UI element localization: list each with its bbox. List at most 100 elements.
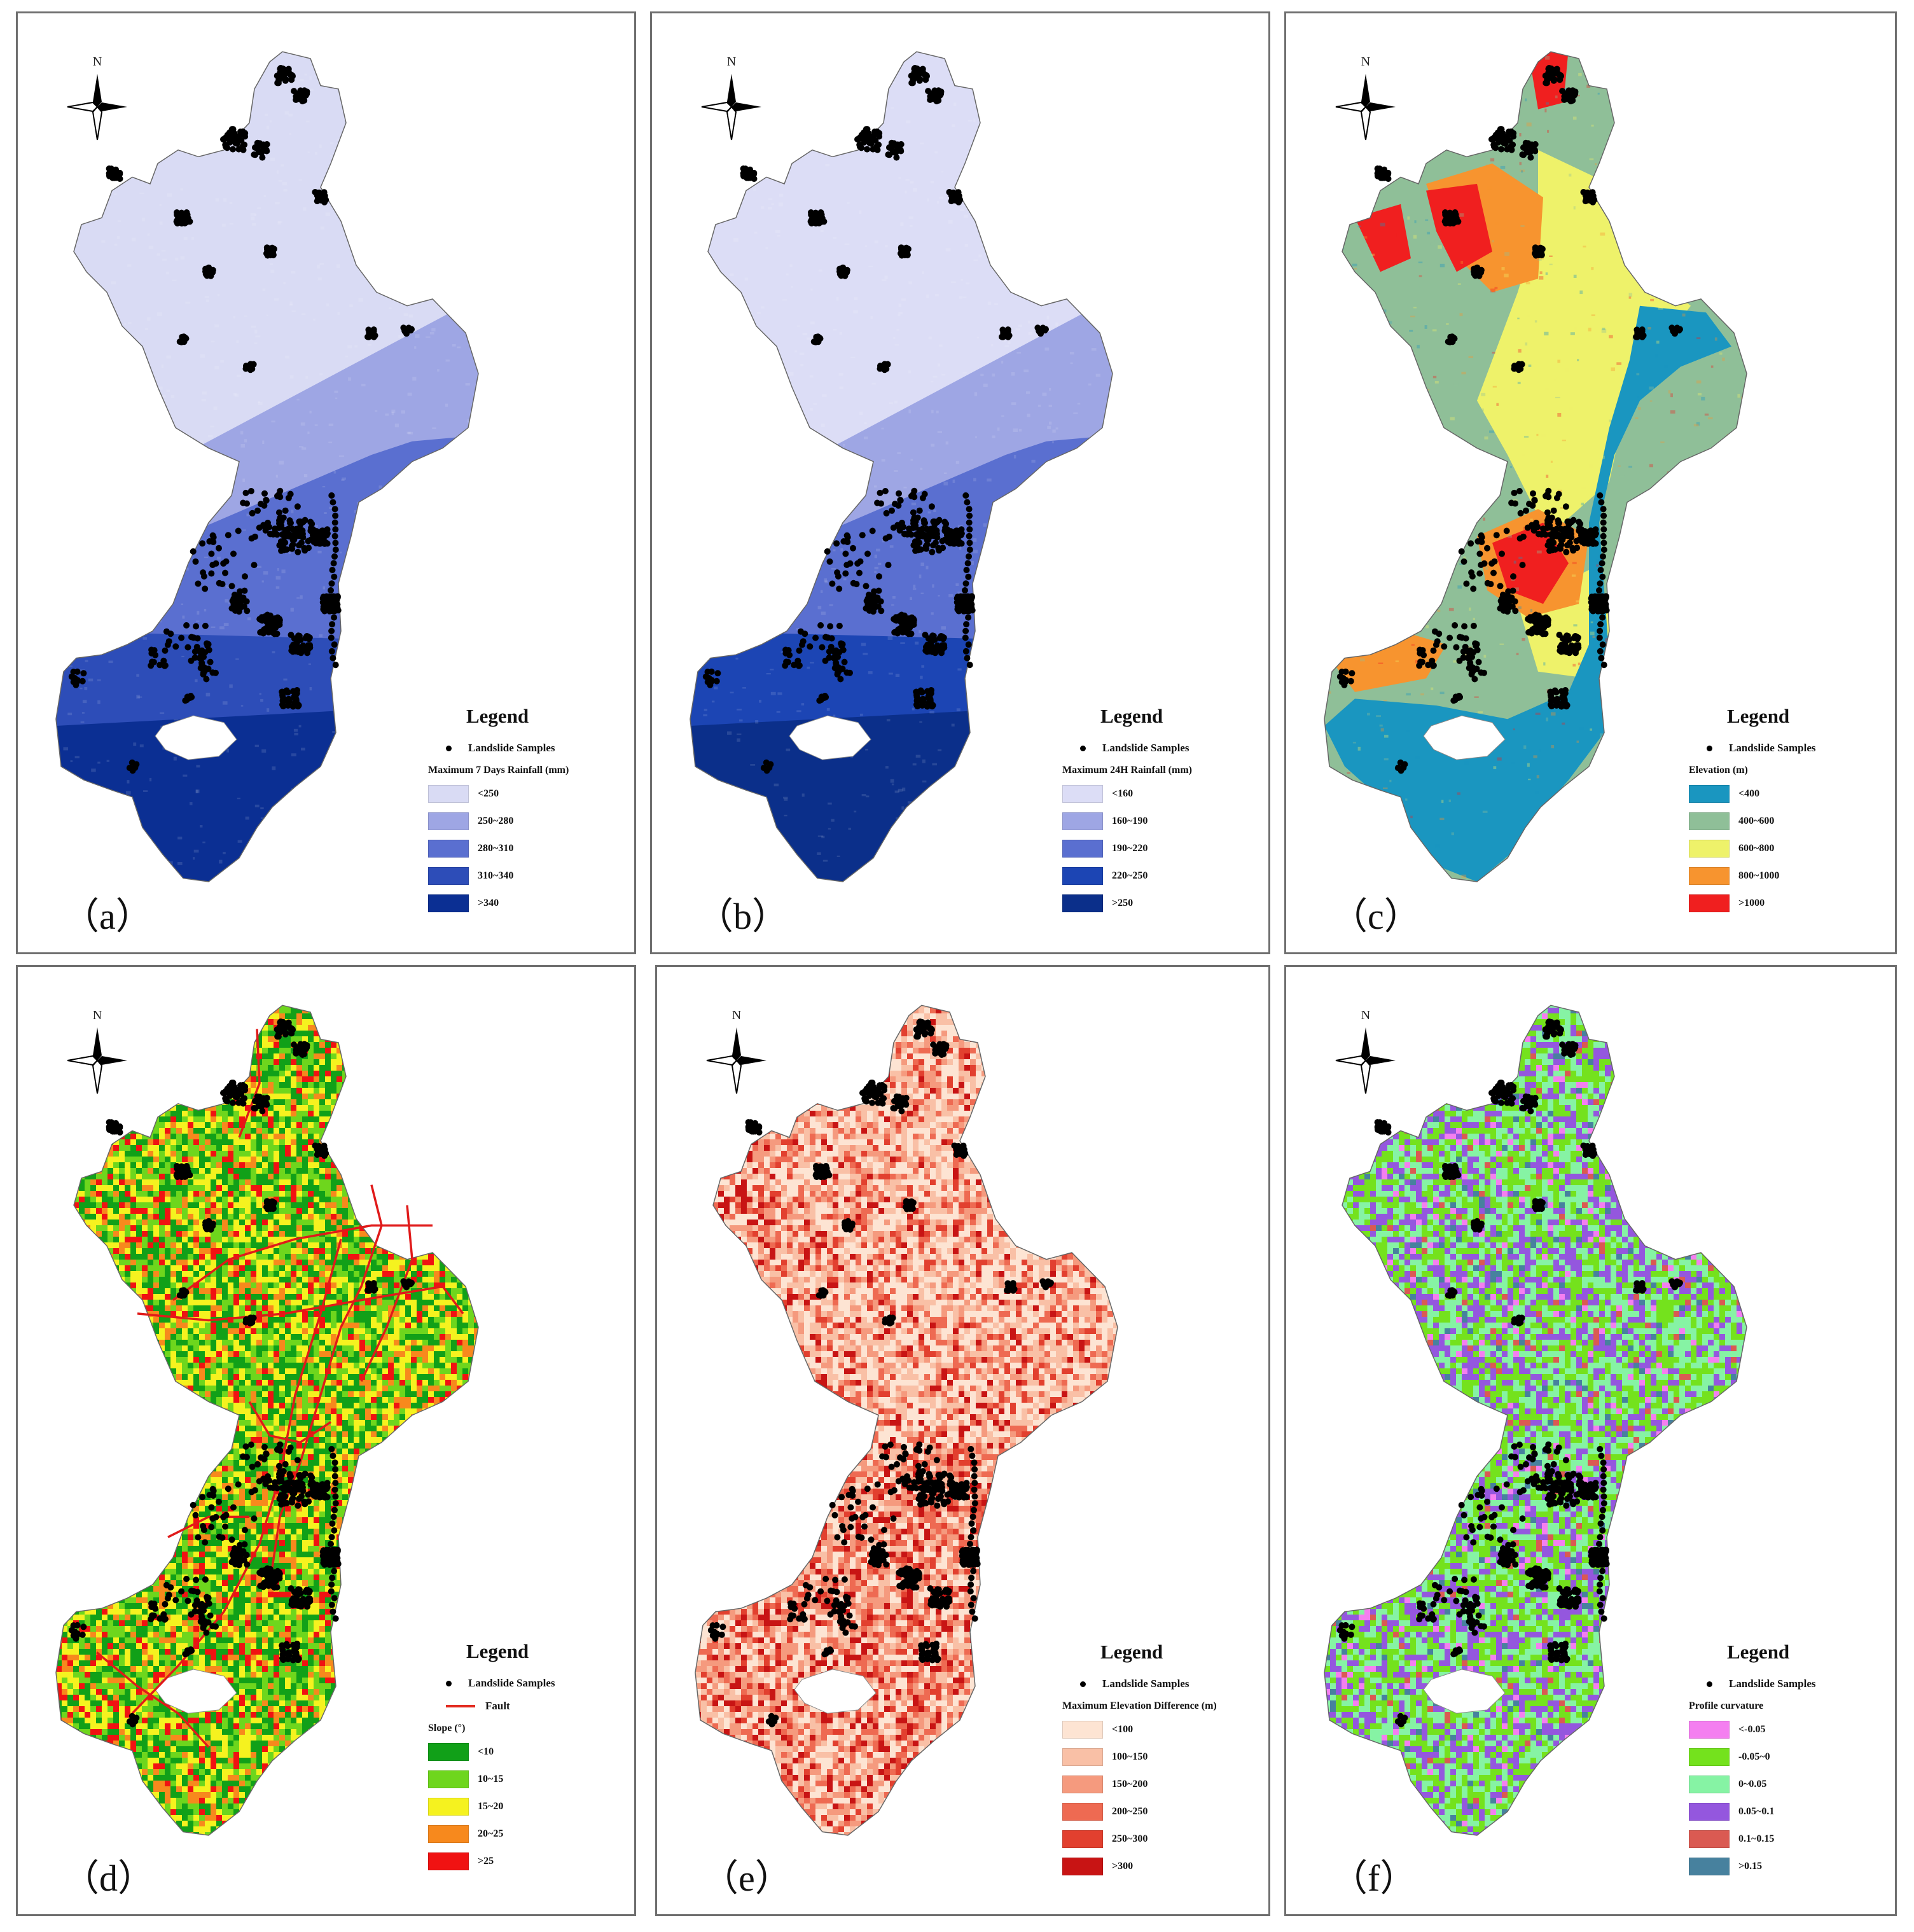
texture-cell — [1637, 123, 1641, 127]
texture-cell — [222, 701, 228, 705]
texture-cell — [1614, 798, 1619, 800]
texture-cell — [1550, 461, 1553, 463]
texture-cell — [973, 118, 976, 122]
texture-cell — [807, 337, 812, 340]
texture-cell — [1191, 309, 1196, 311]
texture-cell — [898, 177, 901, 179]
texture-cell — [1436, 66, 1442, 69]
texture-cell — [744, 277, 749, 281]
region-outline — [55, 51, 479, 882]
texture-cell — [1490, 469, 1494, 471]
texture-cell — [528, 188, 532, 191]
texture-cell — [210, 426, 214, 427]
texture-cell — [269, 862, 275, 865]
texture-cell — [1799, 545, 1801, 549]
texture-cell — [254, 744, 260, 747]
texture-cell — [272, 766, 276, 770]
texture-cell — [433, 508, 437, 510]
landslide-sample — [962, 648, 969, 655]
landslide-sample — [909, 80, 916, 87]
landslide-sample — [913, 691, 920, 698]
texture-cell — [350, 875, 354, 879]
texture-cell — [999, 267, 1002, 271]
texture-cell — [340, 552, 342, 553]
landslide-sample — [922, 520, 928, 526]
texture-cell — [1800, 270, 1803, 273]
landslide-sample — [328, 587, 334, 594]
texture-cell — [1383, 758, 1389, 761]
texture-cell — [335, 397, 338, 400]
texture-cell — [466, 112, 469, 115]
texture-cell — [1357, 746, 1361, 751]
texture-cell — [1809, 186, 1813, 187]
texture-cell — [1592, 636, 1596, 638]
texture-cell — [1490, 92, 1495, 95]
texture-cell — [937, 431, 943, 433]
landslide-sample — [1530, 527, 1537, 534]
texture-cell — [377, 529, 380, 531]
texture-cell — [1751, 605, 1753, 606]
texture-cell — [1339, 551, 1342, 555]
landslide-sample — [279, 697, 286, 704]
landslide-sample — [202, 266, 209, 273]
texture-cell — [721, 643, 726, 645]
texture-cell — [821, 423, 825, 427]
texture-cell — [910, 181, 914, 184]
texture-cell — [471, 253, 475, 257]
texture-cell — [996, 658, 1000, 662]
lake — [155, 715, 237, 760]
texture-cell — [1541, 895, 1546, 899]
texture-cell — [1039, 695, 1043, 699]
texture-cell — [1370, 314, 1375, 317]
landslide-sample — [1471, 266, 1478, 273]
texture-cell — [288, 113, 293, 117]
texture-cell — [1000, 676, 1004, 678]
texture-cell — [360, 672, 364, 675]
landslide-sample — [249, 510, 256, 517]
texture-cell — [1005, 634, 1008, 637]
texture-cell — [896, 328, 899, 331]
landslide-sample — [1499, 550, 1505, 557]
texture-cell — [1633, 127, 1639, 131]
texture-cell — [1693, 599, 1698, 604]
texture-cell — [1424, 325, 1427, 329]
texture-cell — [1401, 840, 1405, 844]
texture-cell — [361, 384, 366, 387]
texture-cell — [1589, 615, 1592, 618]
landslide-sample — [1545, 487, 1552, 494]
texture-cell — [445, 403, 448, 407]
texture-cell — [73, 194, 78, 198]
texture-cell — [725, 212, 729, 217]
texture-cell — [1674, 232, 1677, 234]
texture-cell — [1617, 197, 1621, 200]
texture-cell — [1730, 511, 1733, 515]
texture-cell — [1190, 570, 1195, 573]
texture-cell — [1692, 155, 1695, 158]
texture-cell — [302, 447, 307, 450]
texture-cell — [1572, 116, 1577, 120]
texture-cell — [820, 230, 824, 232]
texture-cell — [127, 780, 130, 784]
texture-cell — [1114, 134, 1117, 136]
texture-cell — [1728, 284, 1731, 288]
texture-cell — [1051, 616, 1055, 619]
texture-cell — [1768, 557, 1772, 559]
texture-cell — [90, 352, 94, 355]
texture-cell — [1402, 499, 1405, 501]
texture-cell — [1600, 232, 1605, 236]
texture-cell — [1688, 226, 1691, 228]
texture-cell — [1485, 566, 1488, 570]
texture-cell — [1767, 576, 1772, 580]
landslide-sample — [708, 678, 715, 685]
texture-cell — [1041, 869, 1043, 873]
texture-cell — [317, 550, 322, 553]
texture-cell — [1049, 421, 1052, 425]
texture-cell — [1716, 518, 1720, 522]
texture-cell — [546, 80, 550, 83]
texture-cell — [373, 672, 378, 675]
landslide-sample — [836, 266, 843, 273]
texture-cell — [937, 201, 940, 204]
texture-cell — [1816, 642, 1819, 644]
landslide-sample — [79, 678, 86, 685]
texture-cell — [1573, 274, 1577, 278]
